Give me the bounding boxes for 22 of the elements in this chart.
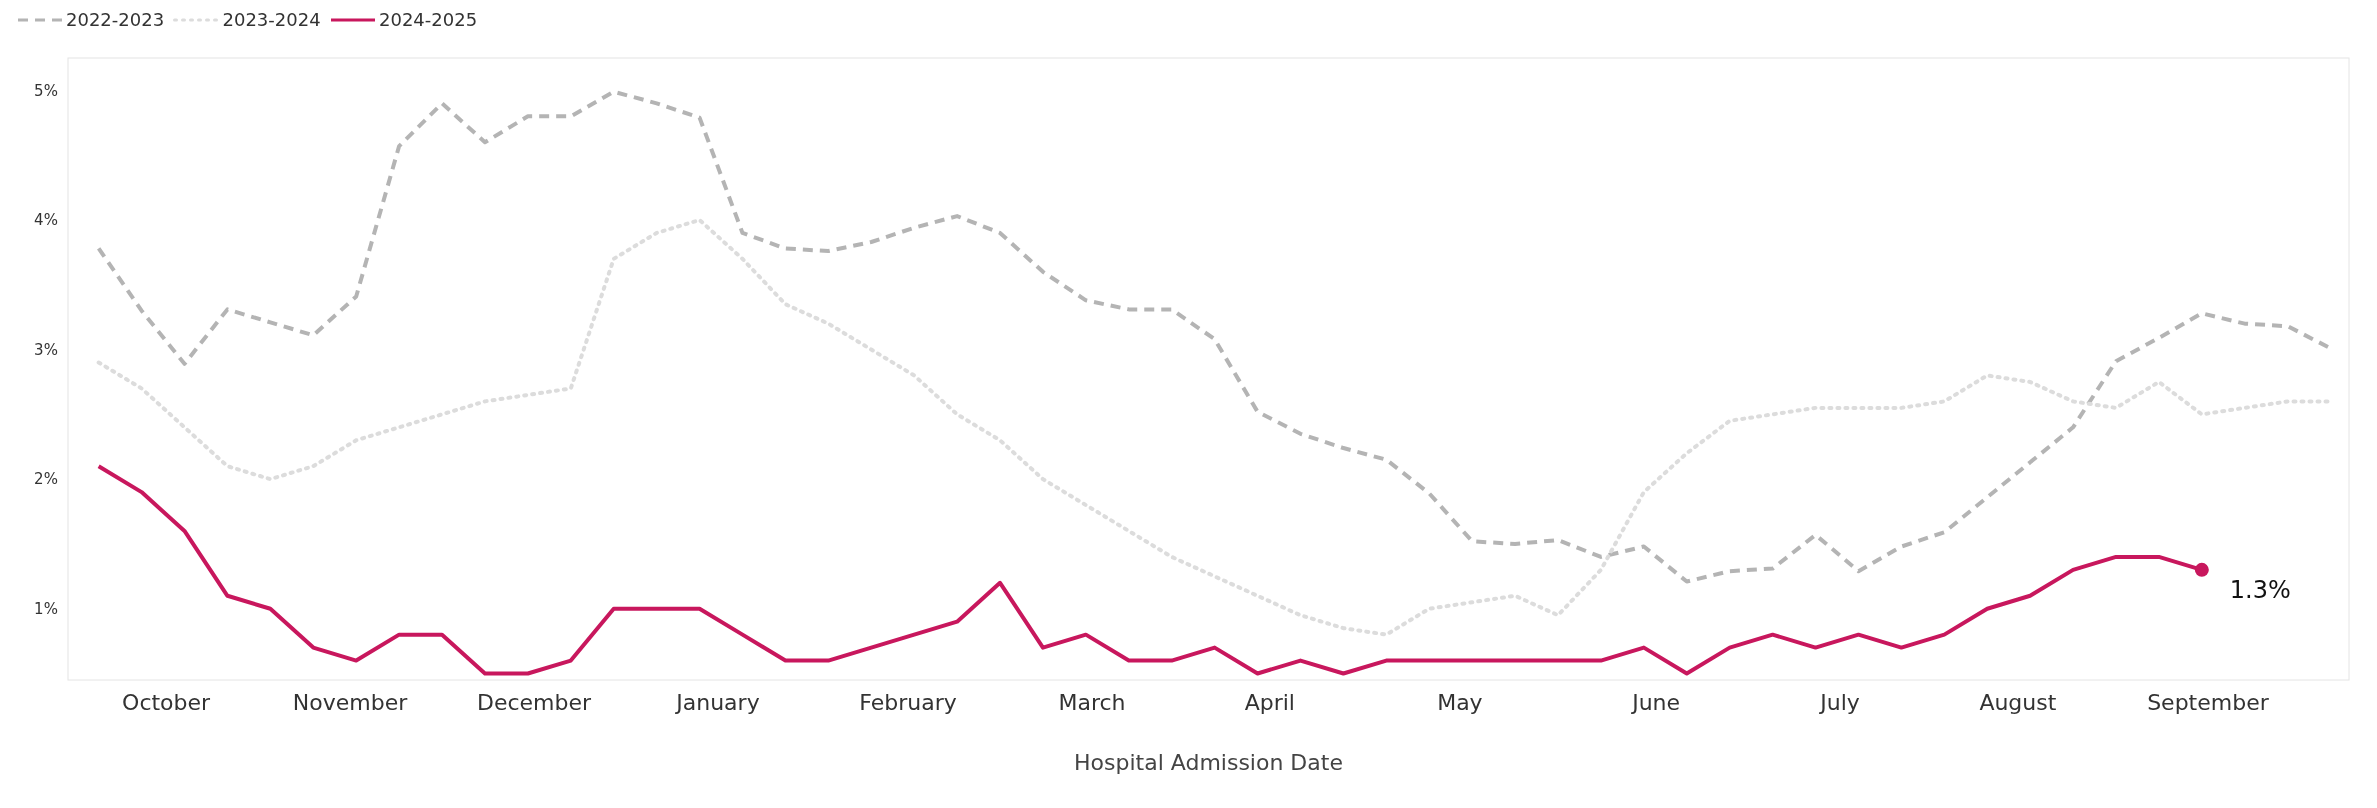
y-tick-label: 3% — [34, 340, 58, 359]
x-tick-label: April — [1244, 690, 1295, 715]
y-tick-label: 2% — [34, 470, 58, 489]
legend-label: 2023-2024 — [222, 9, 321, 31]
x-axis-title: Hospital Admission Date — [1074, 750, 1343, 775]
x-tick-label: March — [1058, 690, 1126, 715]
legend-label: 2022-2023 — [66, 9, 165, 31]
x-tick-label: December — [476, 690, 592, 715]
annotation: 1.3% — [2229, 575, 2291, 604]
x-tick-label: July — [1818, 690, 1860, 715]
x-tick-label: June — [1630, 690, 1681, 715]
y-tick-label: 5% — [34, 81, 58, 100]
x-tick-label: January — [674, 690, 760, 715]
x-tick-label: August — [1979, 690, 2057, 715]
x-tick-label: May — [1437, 690, 1483, 715]
x-tick-label: February — [859, 690, 957, 715]
x-tick-label: October — [122, 690, 212, 715]
y-tick-label: 4% — [34, 211, 58, 230]
legend-label: 2024-2025 — [379, 9, 478, 31]
x-tick-label: November — [292, 690, 409, 715]
y-tick-label: 1% — [34, 599, 58, 618]
x-tick-label: September — [2147, 690, 2270, 715]
